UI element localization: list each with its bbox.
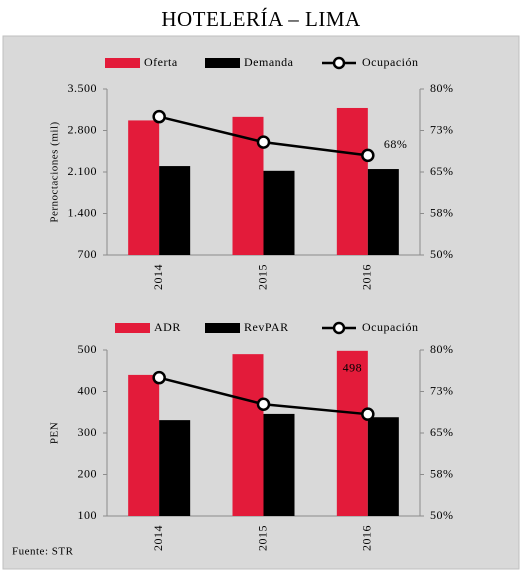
bar [336,350,368,516]
bar [367,169,399,255]
bar [159,166,191,255]
y-tick-label: 100 [78,508,98,522]
bar [232,354,264,516]
legend-label: ADR [154,320,181,334]
y-tick-label: 400 [78,383,98,397]
data-label: 498 [343,361,363,375]
y2-tick-label: 50% [430,508,454,522]
data-label: 338 [374,427,394,441]
legend-label: Ocupación [362,320,418,334]
line-marker [152,370,166,385]
y2-tick-label: 50% [430,247,454,261]
y-tick-label: 1.400 [68,205,98,219]
x-tick-label: 2016 [360,525,374,551]
page-title: HOTELERÍA – LIMA [161,7,361,31]
legend-marker [332,321,346,335]
y-tick-label: 3.500 [68,81,98,95]
y-tick-label: 200 [78,466,98,480]
y-axis-label: PEN [49,422,61,444]
legend-label: RevPAR [244,320,289,334]
legend-swatch [205,323,240,333]
y2-tick-label: 58% [430,466,454,480]
bar [367,417,399,516]
bar [263,413,295,516]
bar [263,170,295,255]
x-tick-label: 2015 [255,525,269,551]
y2-tick-label: 80% [430,81,454,95]
bar [159,420,191,516]
legend-swatch [115,323,150,333]
y2-tick-label: 65% [430,164,454,178]
line-marker [361,407,375,421]
y2-tick-label: 73% [430,383,454,397]
legend-label: Demanda [244,55,294,69]
x-tick-label: 2016 [360,264,374,290]
y2-tick-label: 58% [430,205,454,219]
source-note: Fuente: STR [12,546,74,558]
legend-label: Ocupación [362,55,418,69]
y-tick-label: 2.800 [68,122,98,136]
bar [336,107,368,255]
y2-tick-label: 80% [430,342,454,356]
y-tick-label: 500 [78,342,98,356]
legend-label: Oferta [144,55,178,69]
line-marker [256,135,271,149]
data-label: 68% [384,137,408,151]
bar [128,374,160,516]
y-axis-label: Pernoctaciones (mil) [49,121,61,222]
legend-swatch [205,58,240,68]
y2-tick-label: 65% [430,425,454,439]
line-marker [361,148,375,163]
bar [128,120,160,256]
y-tick-label: 700 [78,247,98,261]
x-tick-label: 2014 [151,525,165,551]
y2-tick-label: 73% [430,122,454,136]
legend-swatch [105,58,140,68]
line-marker [152,109,166,124]
line-marker [256,397,271,411]
legend-marker [332,56,346,70]
y-tick-label: 2.100 [68,164,98,178]
y-tick-label: 300 [78,425,98,439]
x-tick-label: 2015 [255,264,269,290]
x-tick-label: 2014 [151,264,165,290]
